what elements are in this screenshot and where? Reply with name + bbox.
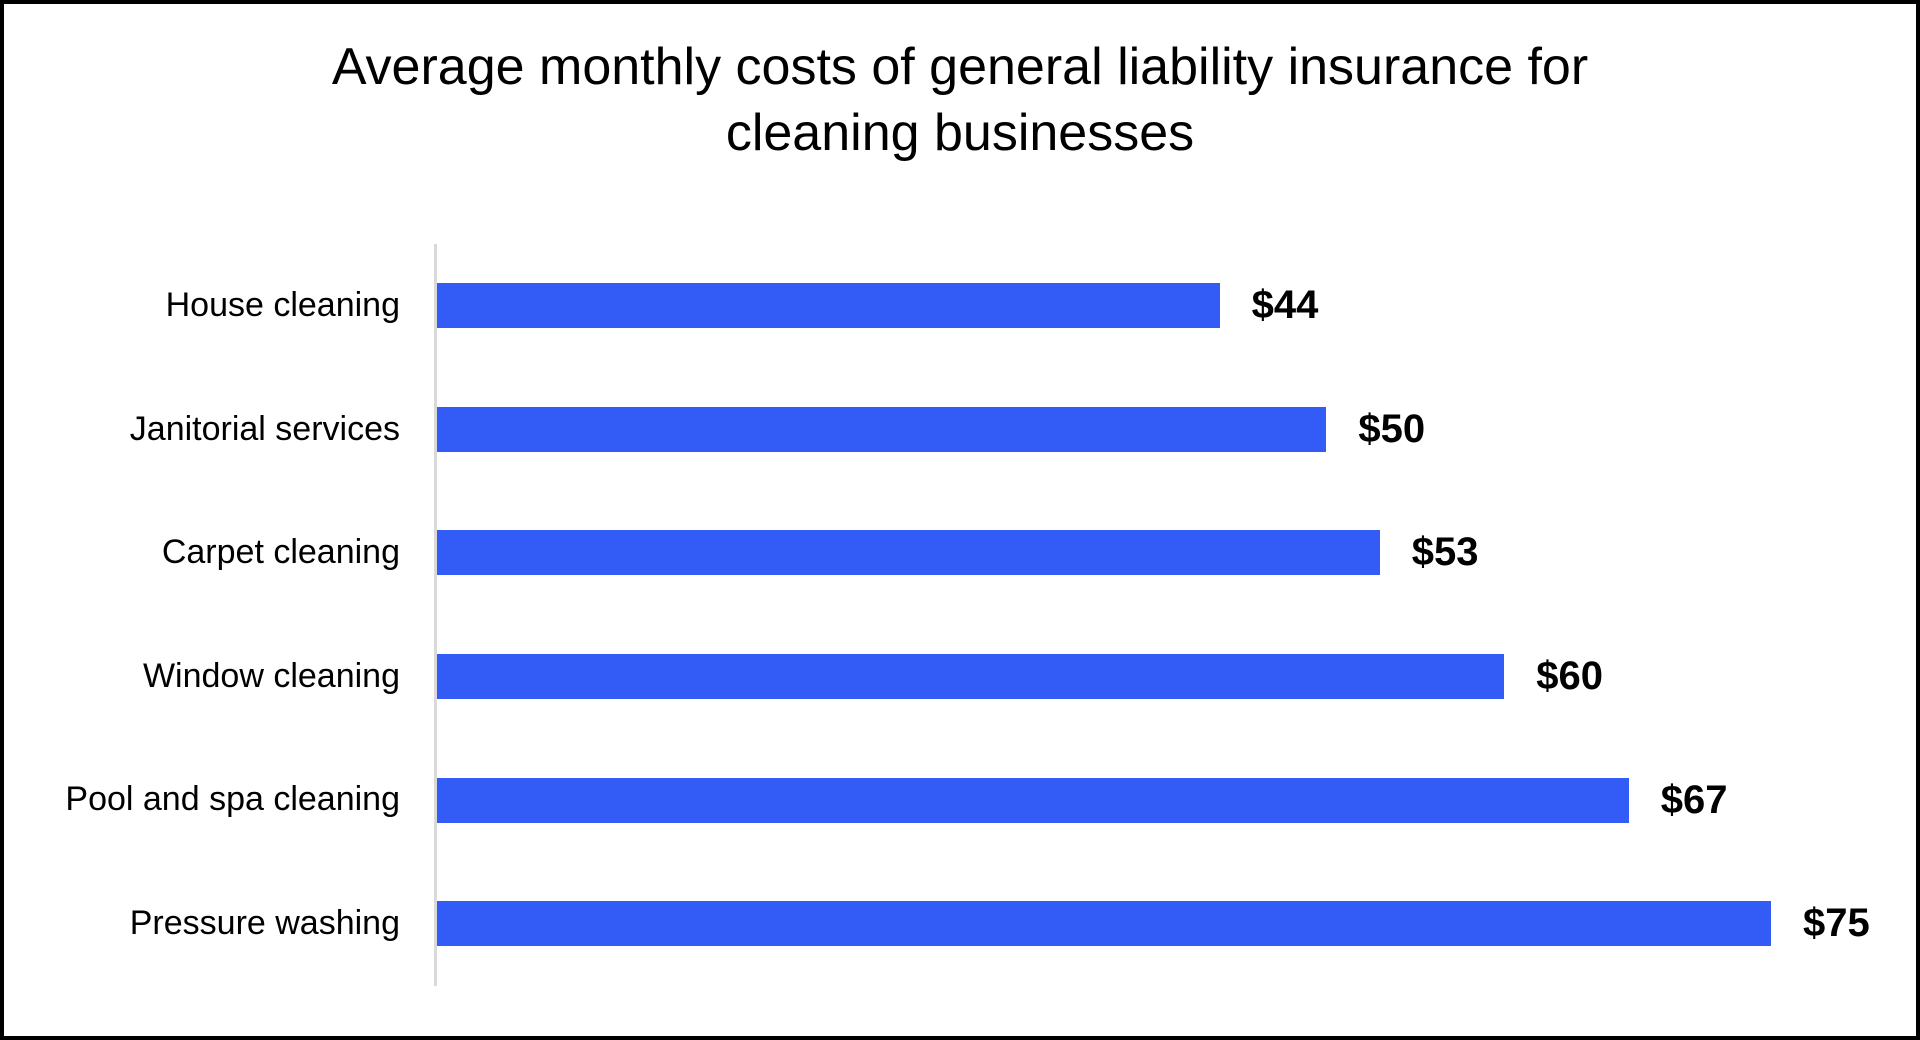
- chart-row: Window cleaning $60: [4, 614, 1916, 739]
- bar-track: $50: [434, 367, 1916, 492]
- bar: [437, 530, 1380, 576]
- plot-area: House cleaning $44 Janitorial services $…: [4, 244, 1916, 986]
- chart-row: Pool and spa cleaning $67: [4, 738, 1916, 862]
- chart-row: Carpet cleaning $53: [4, 491, 1916, 615]
- bar: [437, 654, 1505, 700]
- bar-track: $53: [434, 491, 1916, 615]
- bar: [437, 901, 1772, 947]
- chart-title-area: Average monthly costs of general liabili…: [4, 4, 1916, 244]
- category-label: Carpet cleaning: [161, 533, 400, 572]
- category-label: Window cleaning: [142, 656, 400, 695]
- category-label: Pressure washing: [129, 904, 400, 943]
- value-label: $60: [1536, 654, 1603, 699]
- bar-chart: Average monthly costs of general liabili…: [4, 4, 1916, 1036]
- bar-track: $60: [434, 614, 1916, 739]
- bar: [437, 283, 1220, 329]
- value-label: $75: [1803, 901, 1870, 946]
- chart-title: Average monthly costs of general liabili…: [331, 38, 1589, 163]
- category-label: House cleaning: [165, 286, 400, 325]
- chart-row: Janitorial services $50: [4, 367, 1916, 492]
- value-label: $67: [1660, 777, 1728, 822]
- chart-row: House cleaning $44: [4, 244, 1916, 368]
- bar-track: $67: [434, 738, 1916, 862]
- value-label: $44: [1251, 283, 1319, 328]
- bar: [437, 406, 1327, 452]
- bar: [437, 777, 1629, 823]
- category-label: Janitorial services: [129, 409, 400, 448]
- value-label: $50: [1358, 406, 1426, 451]
- bar-track: $75: [434, 861, 1916, 986]
- bar-track: $44: [434, 244, 1916, 368]
- category-label: Pool and spa cleaning: [65, 780, 400, 819]
- chart-row: Pressure washing $75: [4, 861, 1916, 986]
- value-label: $53: [1411, 530, 1479, 575]
